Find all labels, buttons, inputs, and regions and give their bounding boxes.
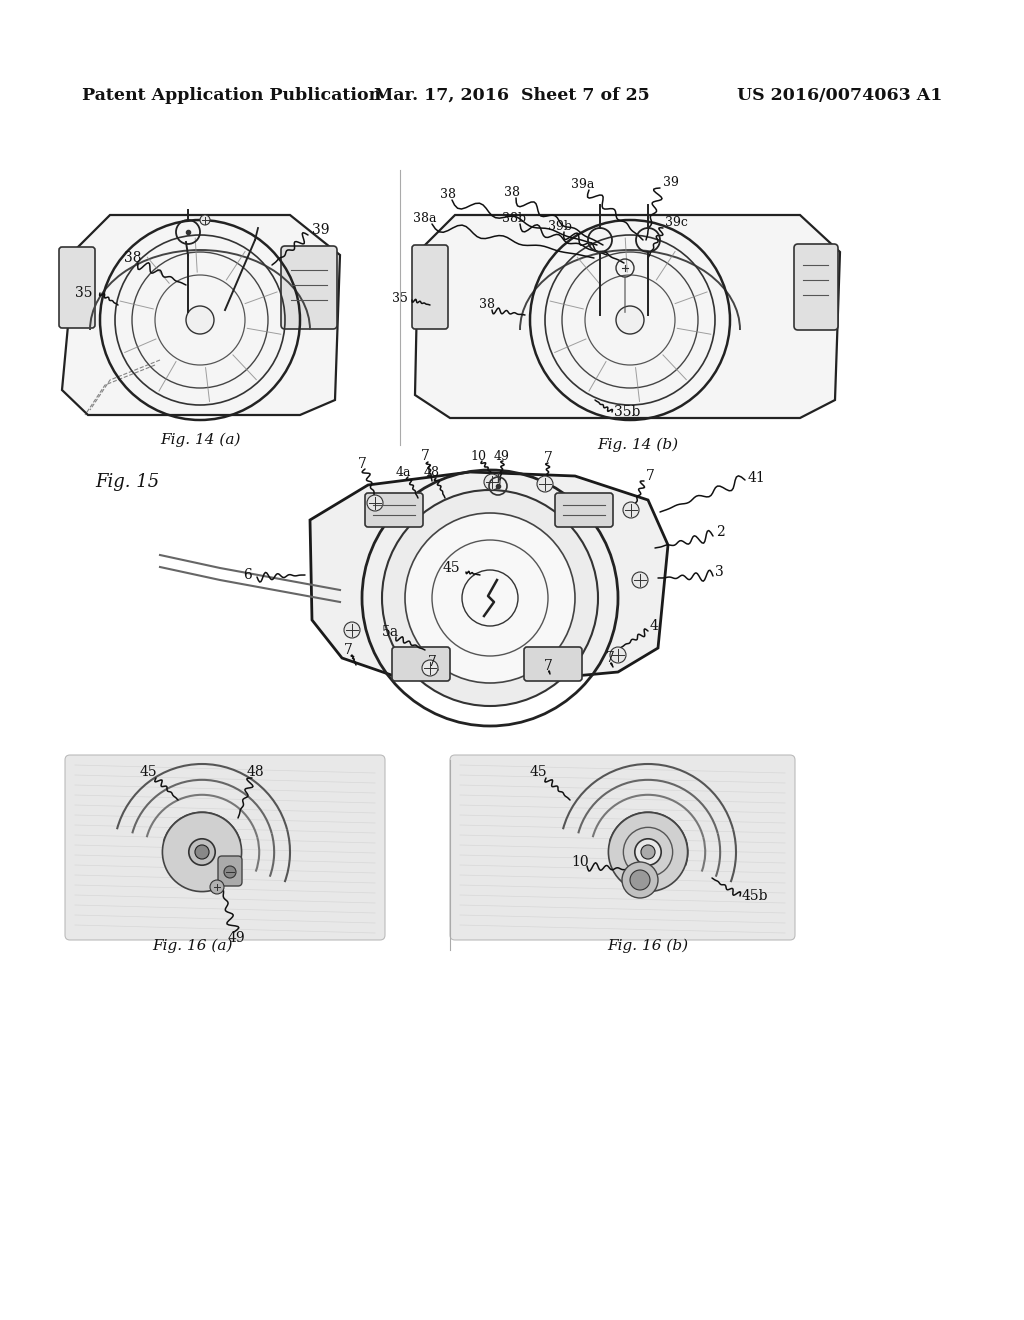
Text: 7: 7 xyxy=(544,659,552,673)
Circle shape xyxy=(163,812,242,891)
Text: 45: 45 xyxy=(442,561,460,576)
Circle shape xyxy=(537,477,553,492)
Circle shape xyxy=(610,647,626,663)
Text: Fig. 16 (a): Fig. 16 (a) xyxy=(152,939,232,953)
FancyBboxPatch shape xyxy=(412,246,449,329)
Text: Fig. 16 (b): Fig. 16 (b) xyxy=(607,939,688,953)
Text: 4a: 4a xyxy=(395,466,411,479)
Text: 41: 41 xyxy=(748,471,766,484)
Text: 35b: 35b xyxy=(614,405,640,418)
FancyBboxPatch shape xyxy=(218,855,242,886)
FancyBboxPatch shape xyxy=(555,492,613,527)
Text: 6: 6 xyxy=(244,568,252,582)
Circle shape xyxy=(641,845,655,859)
Text: 7: 7 xyxy=(605,651,614,665)
Text: 38: 38 xyxy=(440,189,456,202)
Text: 7: 7 xyxy=(646,469,655,483)
Circle shape xyxy=(622,862,658,898)
FancyBboxPatch shape xyxy=(450,755,795,940)
Text: 7: 7 xyxy=(344,643,352,657)
Text: 38: 38 xyxy=(504,186,520,198)
Text: 38: 38 xyxy=(479,298,495,312)
Polygon shape xyxy=(310,473,668,682)
Text: 4: 4 xyxy=(650,619,658,634)
Circle shape xyxy=(195,845,209,859)
Circle shape xyxy=(623,502,639,517)
Text: 38b: 38b xyxy=(502,211,526,224)
Circle shape xyxy=(406,513,575,682)
Text: 7: 7 xyxy=(357,457,367,471)
Circle shape xyxy=(367,495,383,511)
Text: Fig. 14 (b): Fig. 14 (b) xyxy=(597,438,679,453)
Circle shape xyxy=(630,870,650,890)
Text: 49: 49 xyxy=(227,931,245,945)
Text: 45b: 45b xyxy=(742,888,768,903)
Text: 49: 49 xyxy=(494,450,510,462)
FancyBboxPatch shape xyxy=(65,755,385,940)
Text: 3: 3 xyxy=(715,565,724,579)
Text: US 2016/0074063 A1: US 2016/0074063 A1 xyxy=(736,87,942,103)
FancyBboxPatch shape xyxy=(59,247,95,327)
Circle shape xyxy=(344,622,360,638)
Text: 7: 7 xyxy=(421,449,429,463)
Circle shape xyxy=(188,838,215,865)
Circle shape xyxy=(224,866,236,878)
Text: 7: 7 xyxy=(428,655,436,669)
Circle shape xyxy=(382,490,598,706)
Text: 39b: 39b xyxy=(548,219,572,232)
Text: 10: 10 xyxy=(470,450,486,462)
Circle shape xyxy=(608,812,687,891)
Text: Patent Application Publication: Patent Application Publication xyxy=(82,87,381,103)
Text: 38: 38 xyxy=(124,251,141,265)
Text: 39a: 39a xyxy=(571,177,595,190)
FancyBboxPatch shape xyxy=(392,647,450,681)
Text: 45: 45 xyxy=(529,766,547,779)
FancyBboxPatch shape xyxy=(365,492,423,527)
Text: 5a: 5a xyxy=(381,624,398,639)
Text: 35: 35 xyxy=(76,286,93,300)
FancyBboxPatch shape xyxy=(524,647,582,681)
Text: 7: 7 xyxy=(544,451,552,465)
Circle shape xyxy=(422,660,438,676)
Text: 39: 39 xyxy=(663,176,679,189)
Text: 10: 10 xyxy=(571,855,589,869)
Text: 39c: 39c xyxy=(665,215,688,228)
Text: 35: 35 xyxy=(392,292,408,305)
Polygon shape xyxy=(62,215,340,414)
Text: 48: 48 xyxy=(246,766,264,779)
Circle shape xyxy=(186,306,214,334)
Circle shape xyxy=(210,880,224,894)
Circle shape xyxy=(616,306,644,334)
Text: 48: 48 xyxy=(424,466,440,479)
Polygon shape xyxy=(415,215,840,418)
Text: Fig. 15: Fig. 15 xyxy=(95,473,160,491)
Text: 39: 39 xyxy=(312,223,330,238)
Text: 45: 45 xyxy=(139,766,157,779)
Text: 38a: 38a xyxy=(414,211,437,224)
Text: Fig. 14 (a): Fig. 14 (a) xyxy=(160,433,241,447)
Circle shape xyxy=(635,838,662,865)
Circle shape xyxy=(200,215,210,224)
Text: Mar. 17, 2016  Sheet 7 of 25: Mar. 17, 2016 Sheet 7 of 25 xyxy=(374,87,650,103)
FancyBboxPatch shape xyxy=(281,246,337,329)
Text: 2: 2 xyxy=(716,525,725,539)
Circle shape xyxy=(484,474,500,490)
FancyBboxPatch shape xyxy=(794,244,838,330)
Circle shape xyxy=(632,572,648,587)
